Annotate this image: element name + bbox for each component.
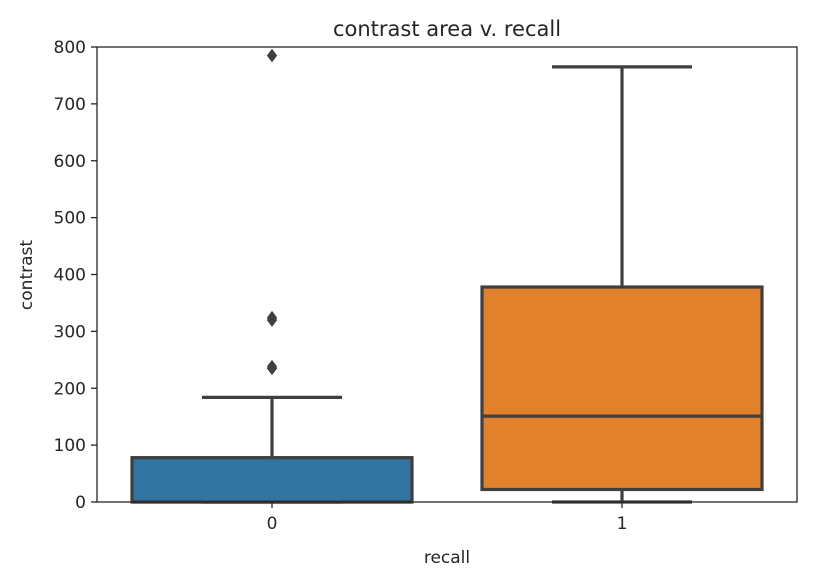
y-tick-label: 0	[75, 493, 86, 513]
x-tick-label: 0	[267, 514, 278, 534]
y-tick-label: 200	[54, 379, 86, 399]
plot-area	[130, 48, 764, 504]
x-axis-title: recall	[424, 548, 470, 568]
outlier-point	[266, 48, 278, 63]
x-tick-label: 1	[617, 514, 628, 534]
y-axis-title: contrast	[17, 240, 37, 310]
y-tick-label: 800	[54, 38, 86, 58]
box-1	[480, 285, 764, 492]
y-tick-label: 400	[54, 266, 86, 286]
y-tick-label: 600	[54, 152, 86, 172]
y-tick-label: 100	[54, 436, 86, 456]
y-tick-label: 700	[54, 95, 86, 115]
y-tick-label: 500	[54, 209, 86, 229]
box-group-1	[480, 65, 764, 504]
y-axis: 0 100 200 300 400 500 600 700 800	[54, 38, 97, 513]
box-0	[130, 456, 414, 504]
outlier-point	[266, 310, 278, 325]
outlier-point	[266, 359, 278, 374]
chart-title: contrast area v. recall	[333, 17, 561, 41]
y-tick-label: 300	[54, 322, 86, 342]
box-group-0	[130, 48, 414, 504]
